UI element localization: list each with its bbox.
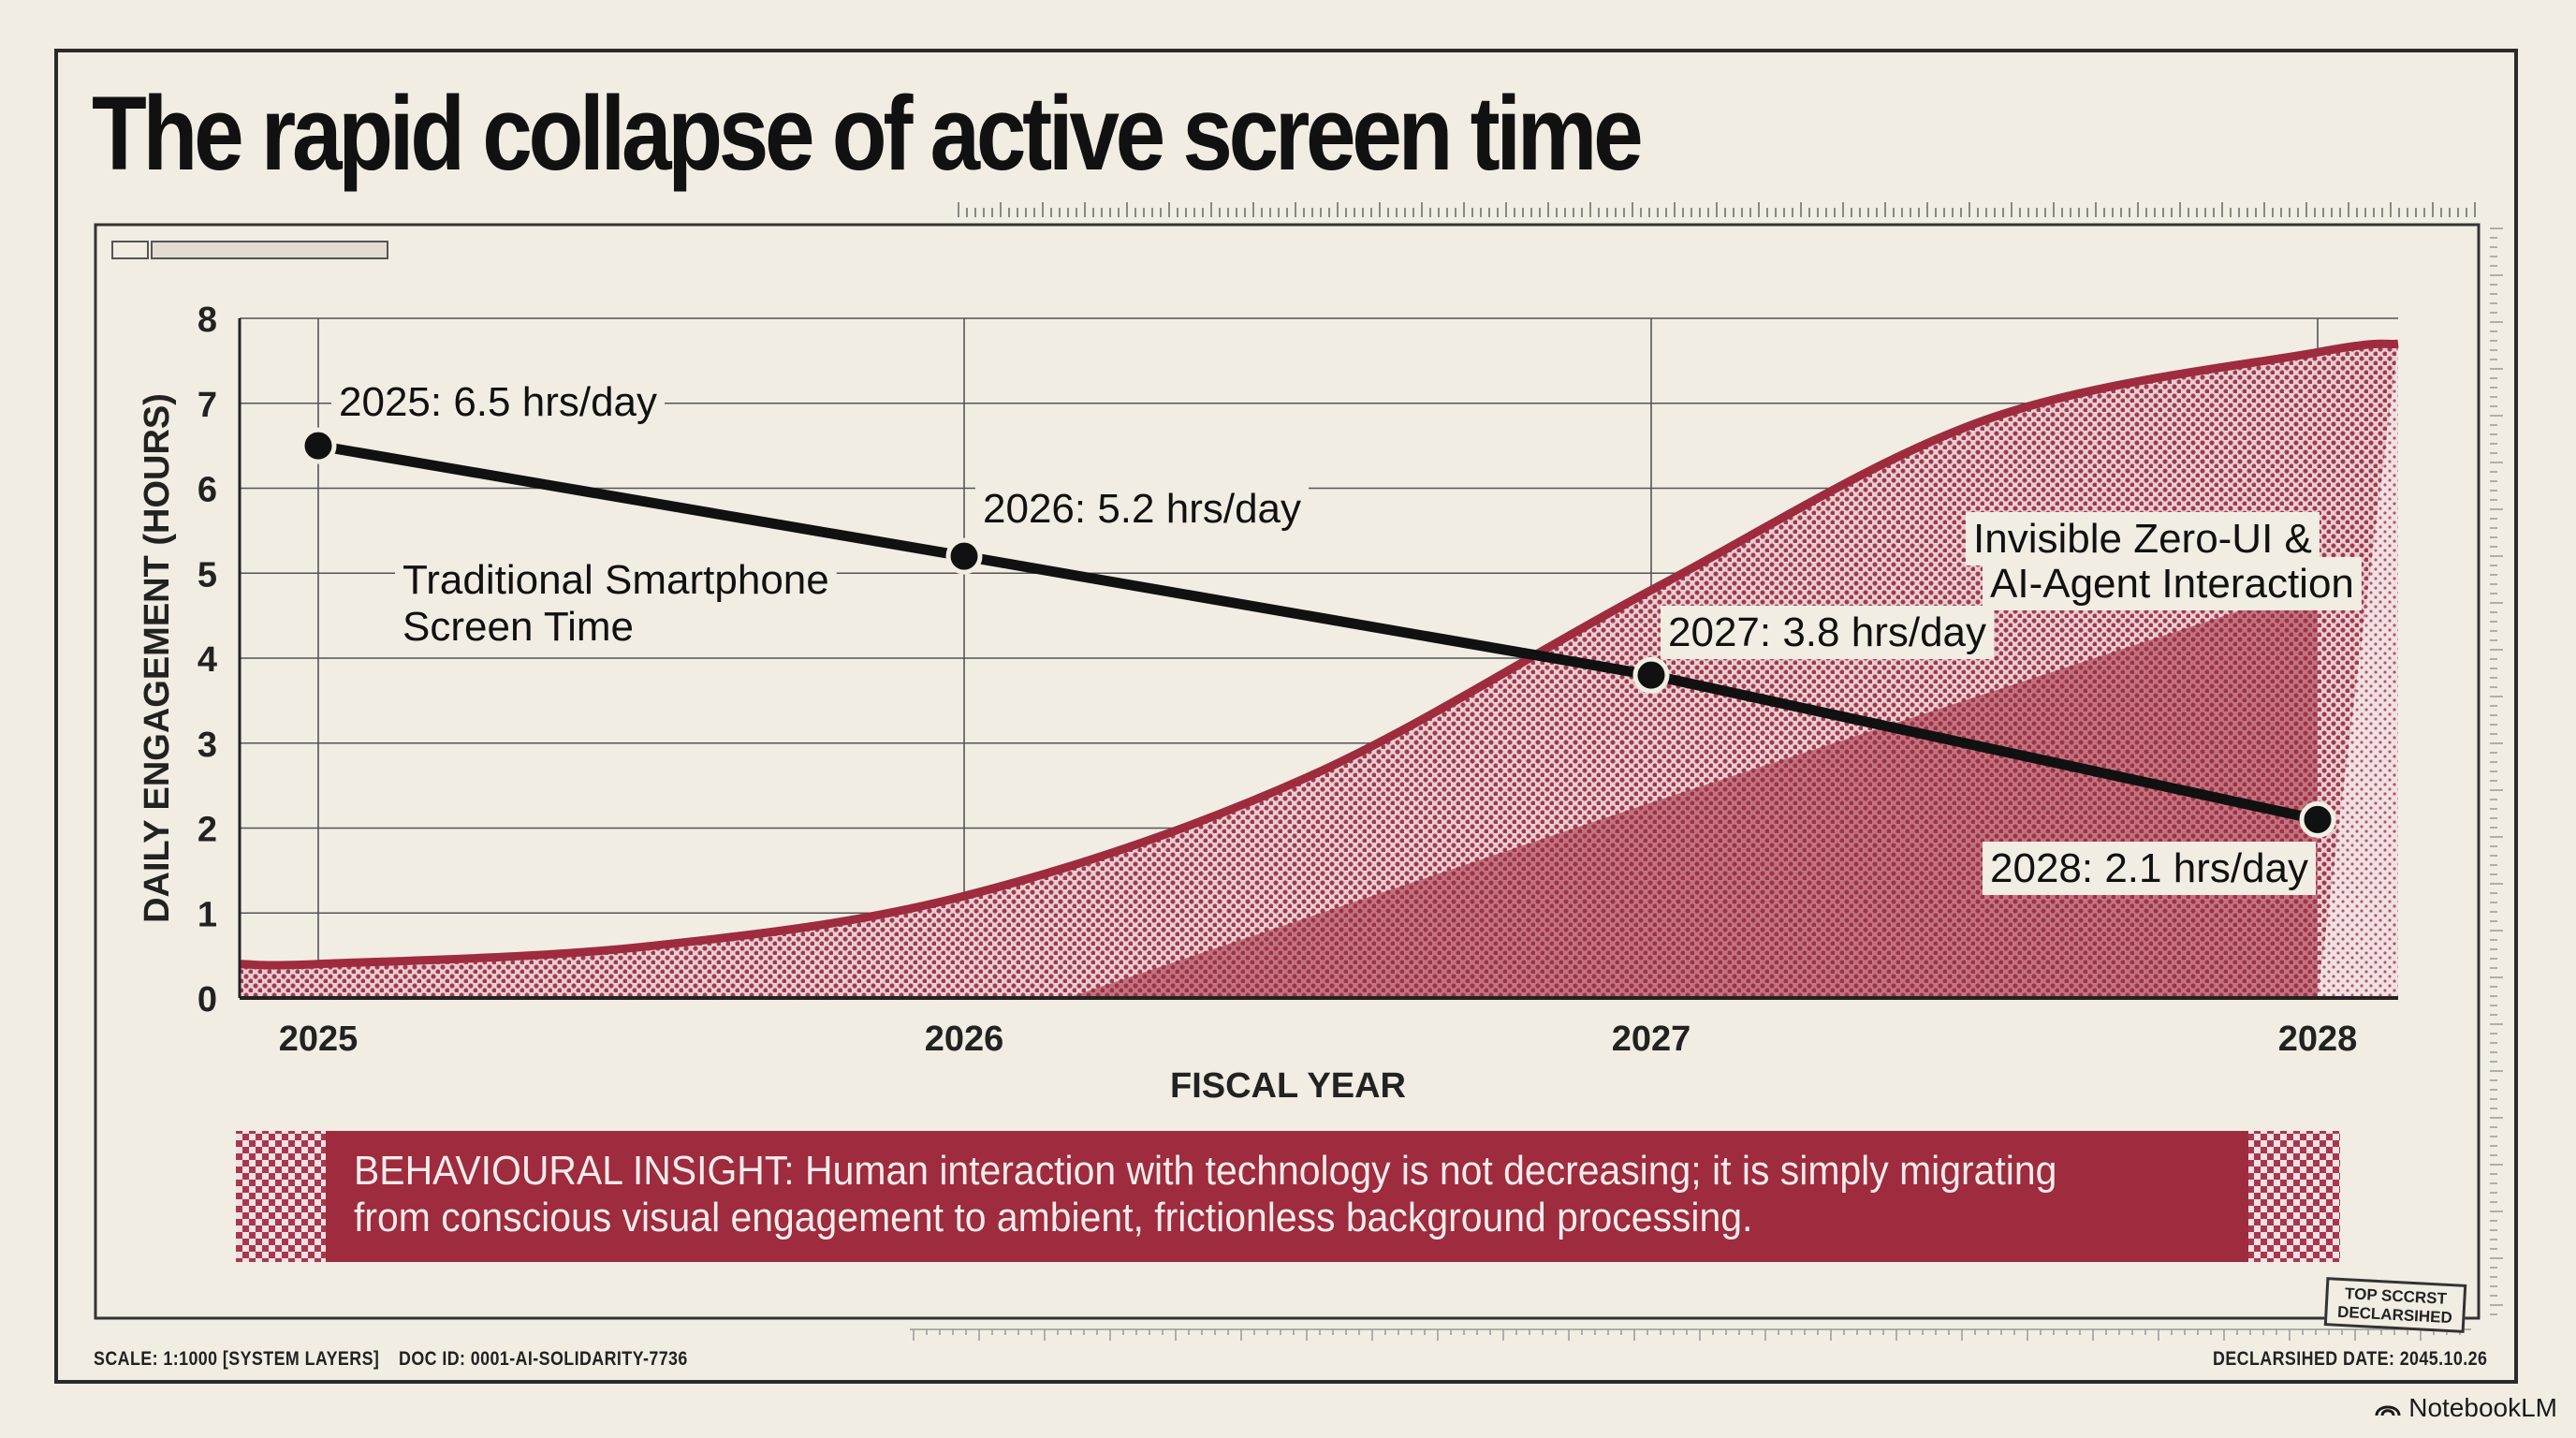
series-label-area-1: Invisible Zero-UI & xyxy=(1973,516,2312,562)
ruler-right xyxy=(2490,227,2503,1315)
area-shadow xyxy=(1067,607,2318,998)
series-label-line-1: Traditional Smartphone xyxy=(402,557,829,603)
outer-frame xyxy=(54,49,2518,1384)
area-edge xyxy=(239,339,2399,970)
y-tick-label: 5 xyxy=(198,555,217,594)
y-tick-label: 7 xyxy=(198,386,217,425)
point-label-2027-bg xyxy=(1661,606,1995,659)
y-axis-title: DAILY ENGAGEMENT (HOURS) xyxy=(138,393,177,923)
y-tick-label: 0 xyxy=(198,980,217,1020)
y-tick-label: 1 xyxy=(198,895,217,934)
series-label-line-1-bg xyxy=(395,553,837,607)
x-axis-title: FISCAL YEAR xyxy=(1170,1066,1406,1106)
brand: NotebookLM xyxy=(2375,1393,2557,1423)
series-label-line-2: Screen Time xyxy=(402,604,634,650)
brand-label: NotebookLM xyxy=(2408,1393,2557,1422)
notebooklm-icon xyxy=(2375,1405,2401,1416)
point-label-2025: 2025: 6.5 hrs/day xyxy=(339,379,657,425)
series-label-area-2: AI-Agent Interaction xyxy=(1990,561,2354,607)
declassified-stamp: TOP SCCRST DECLARSIHED xyxy=(2323,1277,2467,1333)
y-tick-label: 3 xyxy=(198,726,217,765)
screen-time-line xyxy=(317,440,2320,825)
point-label-2028-bg xyxy=(1983,842,2317,895)
series-label-area-2-bg xyxy=(1983,557,2362,610)
y-tick-label: 8 xyxy=(198,301,217,340)
data-point xyxy=(2299,800,2336,838)
x-tick-label: 2026 xyxy=(925,1020,1004,1059)
series-label-area-1-bg xyxy=(1966,512,2320,565)
page-title: The rapid collapse of active screen time xyxy=(92,75,1644,192)
x-tick-label: 2025 xyxy=(279,1020,359,1059)
data-point xyxy=(1632,656,1670,694)
insight-banner xyxy=(326,1131,2248,1262)
point-label-2026-bg xyxy=(975,482,1310,536)
ruler-top xyxy=(958,202,2476,217)
data-point xyxy=(300,427,337,464)
y-tick-label: 2 xyxy=(198,811,217,850)
x-tick-label: 2028 xyxy=(2278,1020,2358,1059)
line-layer xyxy=(300,427,2336,838)
point-label-2026: 2026: 5.2 hrs/day xyxy=(983,486,1301,532)
x-tick-label: 2027 xyxy=(1612,1020,1691,1059)
y-tick-label: 4 xyxy=(198,640,217,680)
point-label-2025-bg xyxy=(331,375,666,429)
area-layer xyxy=(239,339,2399,998)
insight-text: BEHAVIOURAL INSIGHT: Human interaction w… xyxy=(354,1148,2057,1240)
panel-tab xyxy=(151,241,388,259)
data-point xyxy=(945,537,983,575)
point-label-2027: 2027: 3.8 hrs/day xyxy=(1668,609,1986,655)
footer-doc-id: DOC ID: 0001-AI-SOLIDARITY-7736 xyxy=(399,1348,688,1370)
footer-declassified-date: DECLARSIHED DATE: 2045.10.26 xyxy=(2213,1348,2488,1370)
plot-panel xyxy=(94,223,2481,1320)
point-label-2028: 2028: 2.1 hrs/day xyxy=(1990,845,2308,891)
panel-tab xyxy=(111,241,149,259)
series-label-line-2-bg xyxy=(395,600,641,653)
axes: 0 1 2 3 4 5 6 7 8 2025 2026 2027 2028 FISCAL YEAR DAIL… xyxy=(138,301,2398,1106)
footer-scale: SCALE: 1:1000 [SYSTEM LAYERS] xyxy=(94,1348,380,1370)
y-tick-label: 6 xyxy=(198,471,217,510)
ruler-bottom xyxy=(910,1328,2471,1341)
stamp-text: TOP SCCRST DECLARSIHED xyxy=(2336,1284,2453,1328)
labels-layer: 2025: 6.5 hrs/day 2026: 5.2 hrs/day 2027: … xyxy=(331,375,2362,895)
